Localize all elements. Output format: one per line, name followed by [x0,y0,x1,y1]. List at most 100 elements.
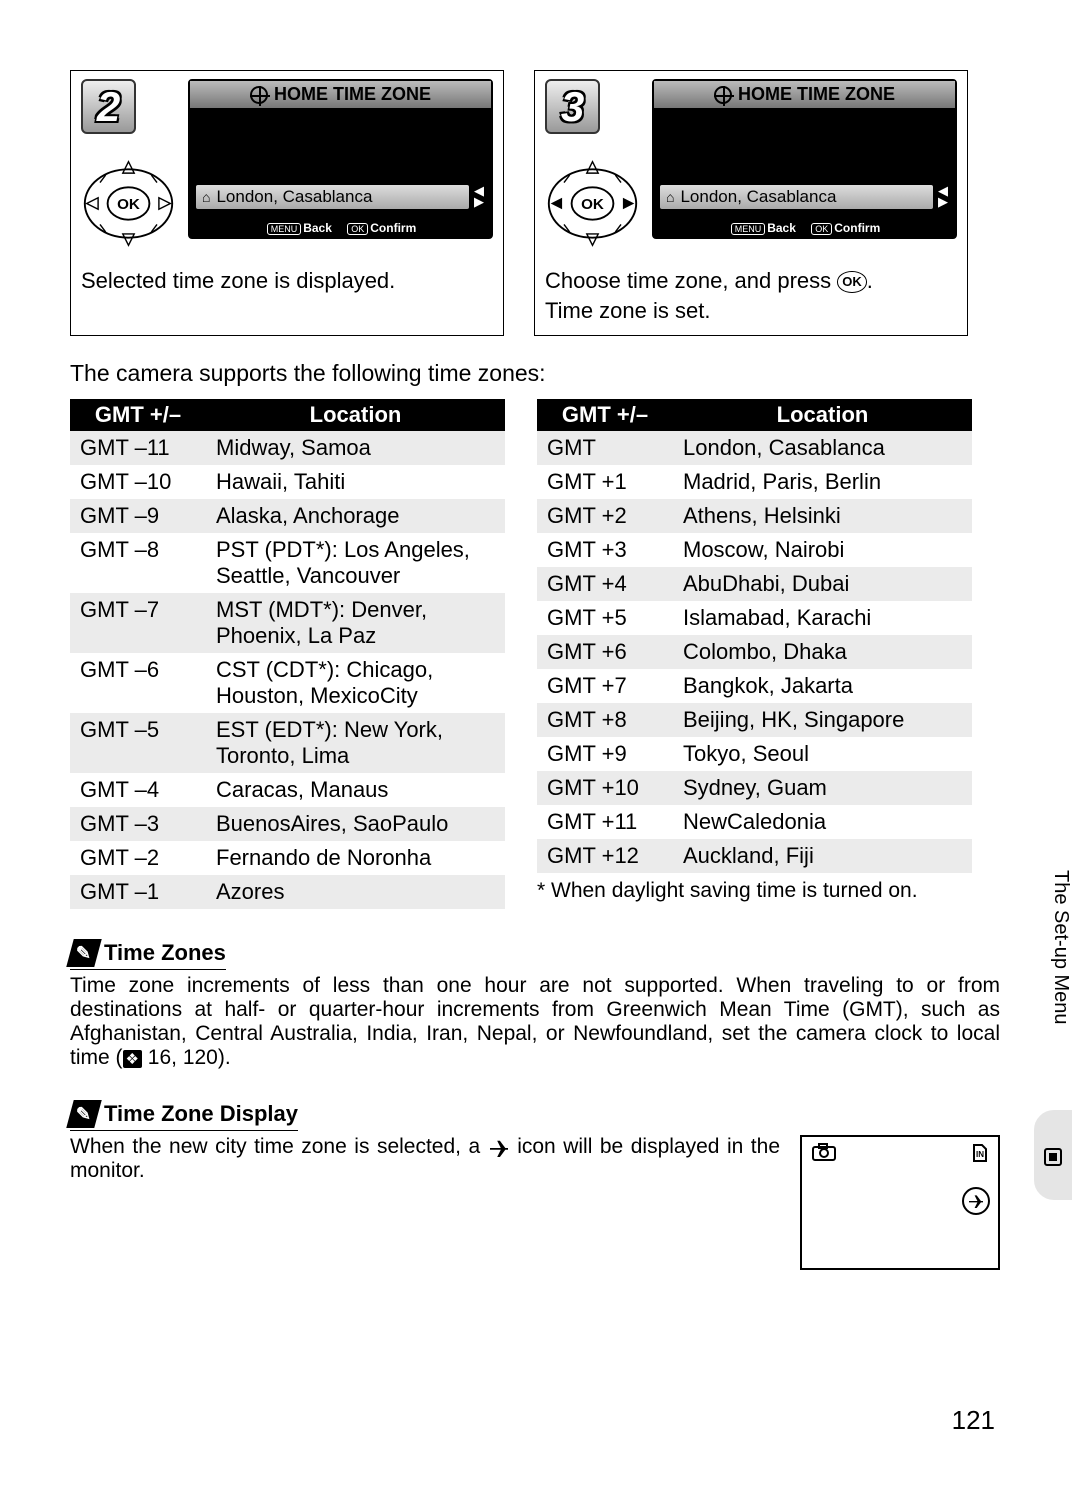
gmt-cell: GMT –8 [70,533,206,593]
table-row: GMT +8Beijing, HK, Singapore [537,703,972,737]
table-row: GMT –10Hawaii, Tahiti [70,465,505,499]
location-cell: Caracas, Manaus [206,773,505,807]
note-time-zone-display: ✎ Time Zone Display When the new city ti… [70,1100,1000,1270]
svg-text:OK: OK [117,196,140,213]
gmt-cell: GMT –7 [70,593,206,653]
screen-location: London, Casablanca [680,187,836,207]
table-row: GMT +12Auckland, Fiji [537,839,972,873]
gmt-cell: GMT +10 [537,771,673,805]
step-number-badge: 2 [81,79,136,134]
step-panel: 2 OK [70,70,504,336]
table-row: GMT –9Alaska, Anchorage [70,499,505,533]
location-cell: Bangkok, Jakarta [673,669,972,703]
table-header: Location [673,399,972,431]
table-row: GMT –6CST (CDT*): Chicago, Houston, Mexi… [70,653,505,713]
svg-text:IN: IN [976,1150,984,1159]
home-icon: ⌂ [666,189,674,205]
left-right-icon: ◀▶ [471,185,487,209]
gmt-cell: GMT +9 [537,737,673,771]
table-row: GMT +2Athens, Helsinki [537,499,972,533]
location-cell: London, Casablanca [673,431,972,465]
table-row: GMT –11Midway, Samoa [70,431,505,465]
ok-pad-icon: OK [545,156,640,251]
pencil-icon: ✎ [66,1100,102,1128]
plane-icon [488,1139,510,1157]
side-tab-label: The Set-up Menu [1042,870,1072,1100]
table-header: GMT +/– [537,399,673,431]
table-row: GMT –7MST (MDT*): Denver, Phoenix, La Pa… [70,593,505,653]
gmt-cell: GMT –3 [70,807,206,841]
step-caption: Selected time zone is displayed. [81,266,493,296]
side-tab: The Set-up Menu [1022,870,1072,1170]
gmt-cell: GMT –9 [70,499,206,533]
globe-icon [714,86,732,104]
table-row: GMT +7Bangkok, Jakarta [537,669,972,703]
table-row: GMT –2Fernando de Noronha [70,841,505,875]
gmt-cell: GMT –4 [70,773,206,807]
gmt-cell: GMT +12 [537,839,673,873]
ok-pad-icon: OK [81,156,176,251]
table-row: GMT +9Tokyo, Seoul [537,737,972,771]
table-row: GMT +1Madrid, Paris, Berlin [537,465,972,499]
globe-icon [250,86,268,104]
step-caption: Choose time zone, and press OK. Time zon… [545,266,957,325]
table-row: GMT –3BuenosAires, SaoPaulo [70,807,505,841]
gmt-cell: GMT –5 [70,713,206,773]
gmt-cell: GMT +7 [537,669,673,703]
note-body: When the new city time zone is selected,… [70,1135,780,1183]
page-number: 121 [952,1405,995,1436]
table-row: GMT –8PST (PDT*): Los Angeles, Seattle, … [70,533,505,593]
location-cell: BuenosAires, SaoPaulo [206,807,505,841]
step-panel: 3 OK [534,70,968,336]
gmt-cell: GMT –2 [70,841,206,875]
gmt-cell: GMT –10 [70,465,206,499]
table-row: GMT –1Azores [70,875,505,909]
table-row: GMT +11NewCaledonia [537,805,972,839]
location-cell: Midway, Samoa [206,431,505,465]
location-cell: Madrid, Paris, Berlin [673,465,972,499]
side-tab-icon [1034,1110,1072,1200]
gmt-cell: GMT +11 [537,805,673,839]
gmt-cell: GMT +2 [537,499,673,533]
location-cell: Alaska, Anchorage [206,499,505,533]
location-cell: MST (MDT*): Denver, Phoenix, La Paz [206,593,505,653]
gmt-cell: GMT +3 [537,533,673,567]
screen-title: HOME TIME ZONE [274,84,431,105]
table-row: GMT +3Moscow, Nairobi [537,533,972,567]
note-body: Time zone increments of less than one ho… [70,974,1000,1070]
table-row: GMT +6Colombo, Dhaka [537,635,972,669]
note-time-zones: ✎ Time Zones Time zone increments of les… [70,939,1000,1070]
gmt-cell: GMT –11 [70,431,206,465]
table-header: GMT +/– [70,399,206,431]
location-cell: Tokyo, Seoul [673,737,972,771]
plane-circled-icon [962,1187,990,1215]
location-cell: Azores [206,875,505,909]
gmt-cell: GMT –6 [70,653,206,713]
home-icon: ⌂ [202,189,210,205]
table-row: GMT +5Islamabad, Karachi [537,601,972,635]
table-row: GMT +4AbuDhabi, Dubai [537,567,972,601]
timezone-table: GMT +/– Location GMT –11Midway, SamoaGMT… [70,399,1000,909]
location-cell: Moscow, Nairobi [673,533,972,567]
location-cell: Hawaii, Tahiti [206,465,505,499]
location-cell: AbuDhabi, Dubai [673,567,972,601]
location-cell: CST (CDT*): Chicago, Houston, MexicoCity [206,653,505,713]
gmt-cell: GMT +4 [537,567,673,601]
gmt-cell: GMT [537,431,673,465]
location-cell: Islamabad, Karachi [673,601,972,635]
ok-icon: OK [837,271,867,293]
location-cell: Sydney, Guam [673,771,972,805]
gmt-cell: GMT +8 [537,703,673,737]
screen-footer: MENUBack OKConfirm [654,221,955,235]
gmt-cell: GMT –1 [70,875,206,909]
memory-icon: IN [972,1143,988,1168]
location-cell: PST (PDT*): Los Angeles, Seattle, Vancou… [206,533,505,593]
table-header: Location [206,399,505,431]
svg-text:OK: OK [581,196,604,213]
table-row: GMT +10Sydney, Guam [537,771,972,805]
table-row: GMT –4Caracas, Manaus [70,773,505,807]
page-ref-icon: ❖ [123,1050,142,1068]
screen-location: London, Casablanca [216,187,372,207]
location-cell: Fernando de Noronha [206,841,505,875]
left-right-icon: ◀▶ [935,185,951,209]
